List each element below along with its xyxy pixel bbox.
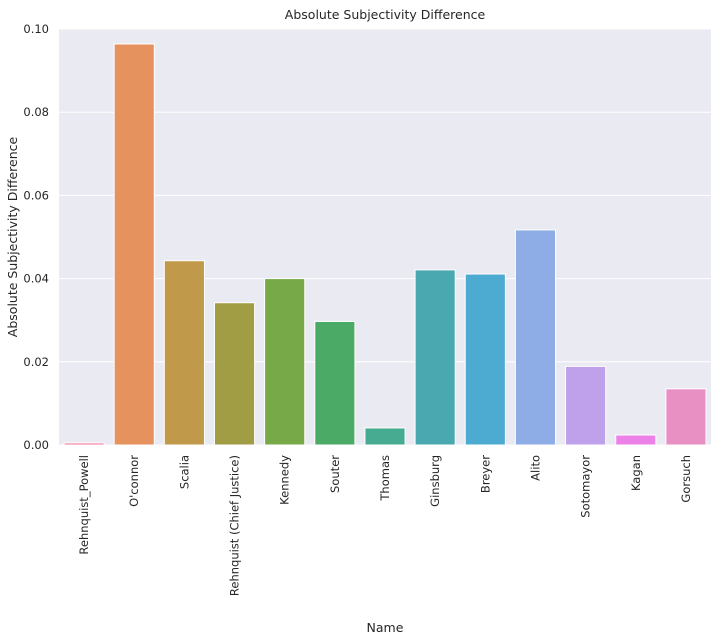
bar-8	[464, 273, 506, 446]
bar-6	[364, 427, 406, 446]
bar-4	[264, 278, 306, 446]
bar-3	[213, 302, 256, 446]
bar-12	[665, 388, 707, 446]
bar-7	[414, 269, 456, 446]
bar-11	[615, 434, 657, 446]
x-tick-labels: Rehnquist_Powell O'connor Scalia Rehnquist …	[77, 455, 693, 596]
y-tick-label: 0.04	[23, 272, 49, 286]
bar-5	[314, 320, 356, 446]
plot-area	[59, 29, 711, 445]
x-tick-label: Gorsuch	[679, 455, 693, 503]
bar-2	[163, 260, 205, 446]
y-tick-label: 0.00	[23, 438, 49, 452]
x-tick-label: Alito	[528, 455, 542, 481]
chart-title: Absolute Subjectivity Difference	[285, 7, 486, 22]
bar-9	[514, 229, 557, 446]
y-axis-label: Absolute Subjectivity Difference	[5, 136, 20, 337]
x-tick-label: Breyer	[478, 455, 492, 493]
x-tick-label: Ginsburg	[428, 455, 442, 507]
x-axis-label: Name	[367, 620, 404, 635]
x-tick-label: Thomas	[378, 455, 392, 502]
x-tick-label: O'connor	[127, 455, 141, 507]
y-tick-label: 0.02	[23, 355, 49, 369]
bar-10	[565, 365, 607, 446]
bar-0	[63, 442, 105, 446]
x-tick-label: Kennedy	[278, 455, 292, 505]
y-tick-labels: 0.00 0.02 0.04 0.06 0.08 0.10	[23, 22, 49, 452]
x-tick-label: Souter	[328, 455, 342, 493]
y-tick-label: 0.10	[23, 22, 49, 36]
x-tick-label: Kagan	[629, 455, 643, 491]
x-tick-label: Rehnquist_Powell	[77, 455, 91, 555]
x-tick-label: Sotomayor	[579, 455, 593, 518]
bars	[63, 43, 707, 446]
x-tick-label: Rehnquist (Chief Justice)	[228, 455, 242, 596]
y-tick-label: 0.08	[23, 105, 49, 119]
bar-1	[113, 43, 155, 446]
y-tick-label: 0.06	[23, 188, 49, 202]
x-tick-label: Scalia	[177, 455, 191, 489]
